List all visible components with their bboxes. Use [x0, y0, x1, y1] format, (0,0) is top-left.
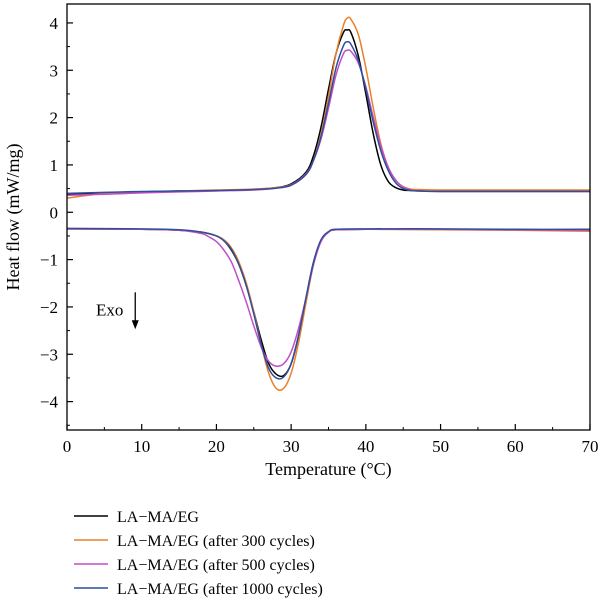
series-4-cooling-curve: [67, 227, 590, 380]
y-tick-label: 4: [50, 14, 59, 33]
x-axis-ticks: 0 10 20 30 40 50 60 70: [63, 424, 599, 456]
y-axis-label: Heat flow (mW/mg): [3, 144, 24, 291]
x-tick-label: 60: [507, 437, 524, 456]
plot-frame: [66, 3, 591, 431]
y-tick-label: −1: [40, 251, 58, 270]
legend-label: LA−MA/EG (after 500 cycles): [117, 557, 315, 574]
x-tick-label: 70: [582, 437, 599, 456]
y-tick-label: 0: [50, 203, 59, 222]
series-4-heating-curve: [67, 40, 590, 195]
y-axis-ticks: 4 3 2 1 0 −1 −2 −3 −4: [40, 14, 73, 426]
series-layer: [67, 16, 590, 391]
x-tick-label: 40: [357, 437, 374, 456]
series-2-cooling-curve: [67, 228, 590, 391]
legend-label: LA−MA/EG: [117, 509, 199, 526]
exo-arrowhead-icon: [131, 320, 139, 330]
x-tick-label: 30: [283, 437, 300, 456]
series-1-heating-curve: [67, 28, 590, 196]
series-1-cooling-curve: [67, 228, 590, 378]
legend-label: LA−MA/EG (after 300 cycles): [117, 533, 315, 550]
series-3-cooling-curve: [67, 228, 590, 367]
y-tick-label: −4: [40, 393, 59, 412]
x-tick-label: 20: [208, 437, 225, 456]
x-axis-label: Temperature (°C): [265, 459, 391, 480]
x-tick-label: 50: [432, 437, 449, 456]
x-tick-label: 0: [63, 437, 72, 456]
y-tick-label: 2: [50, 109, 59, 128]
y-tick-label: 3: [50, 61, 59, 80]
y-tick-label: −3: [40, 345, 58, 364]
exo-label: Exo: [96, 300, 123, 319]
legend: LA−MA/EG LA−MA/EG (after 300 cycles) LA−MA…: [74, 509, 323, 598]
x-tick-label: 10: [133, 437, 150, 456]
legend-label: LA−MA/EG (after 1000 cycles): [117, 581, 323, 598]
y-tick-label: −2: [40, 298, 58, 317]
y-tick-label: 1: [50, 156, 59, 175]
exo-annotation: Exo: [96, 292, 139, 330]
series-3-heating-curve: [67, 49, 590, 196]
